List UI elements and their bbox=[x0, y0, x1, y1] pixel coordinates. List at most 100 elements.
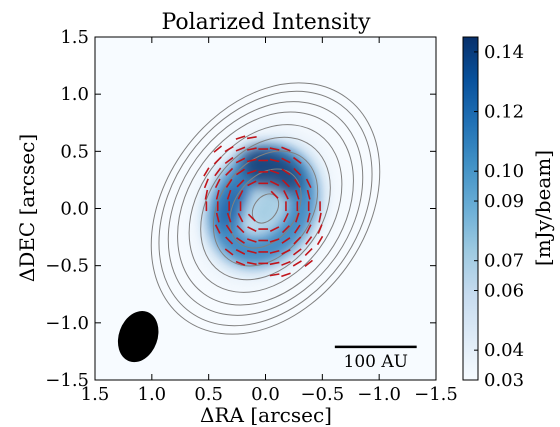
y-tick-label: 0.5 bbox=[60, 141, 89, 162]
polarization-vector bbox=[269, 261, 280, 266]
polarization-vector bbox=[293, 167, 302, 176]
plot-area bbox=[117, 82, 417, 363]
x-axis-label: ΔRA [arcsec] bbox=[200, 403, 332, 427]
contour-line bbox=[200, 136, 331, 281]
polarization-vector bbox=[270, 190, 279, 199]
polarization-vector bbox=[214, 178, 221, 189]
contour-line bbox=[158, 90, 373, 327]
polarization-vector bbox=[283, 190, 289, 200]
polarization-vector bbox=[281, 225, 290, 234]
y-tick-label: 1.0 bbox=[60, 84, 89, 105]
x-tick-label: −1.5 bbox=[414, 384, 458, 405]
colorbar-ticks: 0.14 0.12 0.10 0.09 0.07 0.06 0.04 0.03 bbox=[474, 42, 524, 391]
scale-bar-label: 100 AU bbox=[344, 352, 408, 372]
beam-ellipse bbox=[117, 310, 159, 363]
axis-ticks: 1.5 1.0 0.5 0.0 −0.5 −1.0 −1.51.51.00.50.0−0.5… bbox=[45, 27, 458, 405]
contour-line bbox=[188, 124, 343, 293]
x-tick-label: −0.5 bbox=[300, 384, 344, 405]
polarization-vector bbox=[247, 238, 257, 243]
beam bbox=[117, 310, 159, 363]
polarization-vector bbox=[226, 212, 232, 223]
polarization-vector bbox=[281, 146, 291, 152]
polarization-vector bbox=[281, 260, 291, 266]
contour-line bbox=[167, 101, 364, 316]
polarization-vector bbox=[269, 158, 280, 163]
y-tick-label: −1.0 bbox=[45, 313, 89, 334]
polarization-vector bbox=[215, 212, 220, 223]
polarization-vector bbox=[281, 272, 291, 278]
polarization-vector bbox=[304, 247, 313, 256]
contour-line bbox=[177, 111, 354, 306]
polarization-vector bbox=[306, 189, 311, 200]
polarization-vector bbox=[215, 189, 220, 200]
x-tick-label: 0.5 bbox=[194, 384, 223, 405]
chart-title: Polarized Intensity bbox=[161, 10, 371, 35]
polarization-vector bbox=[269, 226, 280, 232]
colorbar-tick-label: 0.03 bbox=[484, 370, 524, 391]
polarization-vector bbox=[305, 178, 312, 189]
polarization-vector bbox=[246, 136, 257, 140]
polarization-vector bbox=[203, 178, 209, 189]
colorbar bbox=[462, 36, 479, 381]
polarization-vector bbox=[293, 236, 302, 245]
polarization-vector bbox=[224, 248, 234, 256]
polarization-vector bbox=[317, 224, 323, 234]
polarization-vector bbox=[247, 226, 257, 232]
polarization-vector bbox=[293, 178, 301, 188]
polarization-vector bbox=[237, 212, 244, 223]
colorbar-tick-label: 0.07 bbox=[484, 251, 524, 272]
polarization-vector bbox=[235, 135, 246, 140]
colorbar-tick-label: 0.10 bbox=[484, 161, 524, 182]
polarization-vector bbox=[269, 147, 280, 151]
polarization-vector bbox=[269, 249, 280, 254]
polarization-vector bbox=[293, 224, 301, 234]
polarization-vector bbox=[246, 261, 257, 266]
polarization-vector bbox=[236, 225, 245, 234]
polarization-vector bbox=[224, 145, 234, 153]
polarization-vector bbox=[247, 180, 257, 187]
polarization-vector bbox=[214, 224, 221, 234]
polarization-vector bbox=[292, 248, 302, 256]
polarization-vector bbox=[292, 156, 302, 165]
polarization-vector bbox=[236, 168, 245, 176]
polarization-vector bbox=[269, 273, 280, 277]
polarization-vector bbox=[203, 167, 210, 177]
polarization-vector bbox=[305, 236, 313, 245]
x-tick-label: 0.0 bbox=[251, 384, 280, 405]
y-tick-label: 0.0 bbox=[60, 199, 89, 220]
polarization-vector bbox=[281, 249, 291, 255]
polarization-vector bbox=[318, 212, 322, 223]
polarization-vector bbox=[269, 169, 280, 175]
x-tick-label: 1.0 bbox=[138, 384, 167, 405]
polarization-vector bbox=[224, 156, 234, 165]
polarization-vector bbox=[269, 238, 280, 243]
polarization-vector bbox=[295, 189, 300, 200]
emission-peak-e bbox=[216, 181, 251, 230]
polarization-vector bbox=[225, 236, 234, 245]
polarization-vector bbox=[237, 190, 244, 200]
colorbar-tick-label: 0.12 bbox=[484, 102, 524, 123]
polarization-vector bbox=[236, 237, 245, 244]
polarization-vector bbox=[247, 169, 257, 175]
polarization-vector bbox=[226, 189, 232, 200]
polarization-vector bbox=[225, 167, 234, 176]
polarization-vector bbox=[236, 179, 245, 188]
colorbar-tick-label: 0.06 bbox=[484, 281, 524, 302]
polarization-vector bbox=[316, 235, 324, 246]
contour-line bbox=[150, 82, 381, 335]
polarization-vector bbox=[235, 157, 246, 164]
polarization-vector bbox=[235, 146, 246, 152]
polarization-vector bbox=[225, 224, 233, 234]
polarization-vector bbox=[281, 179, 290, 188]
polarization-vector bbox=[225, 178, 233, 188]
polarization-vector bbox=[281, 168, 291, 176]
colorbar-tick-label: 0.04 bbox=[484, 340, 524, 361]
polarization-vector bbox=[213, 156, 222, 165]
y-tick-label: 1.5 bbox=[60, 27, 89, 48]
polarization-vector bbox=[295, 212, 300, 223]
polarization-vector bbox=[214, 167, 222, 177]
polarization-vector bbox=[269, 180, 280, 187]
polarization-vector bbox=[235, 260, 246, 266]
y-axis-label: ΔDEC [arcsec] bbox=[15, 134, 39, 282]
